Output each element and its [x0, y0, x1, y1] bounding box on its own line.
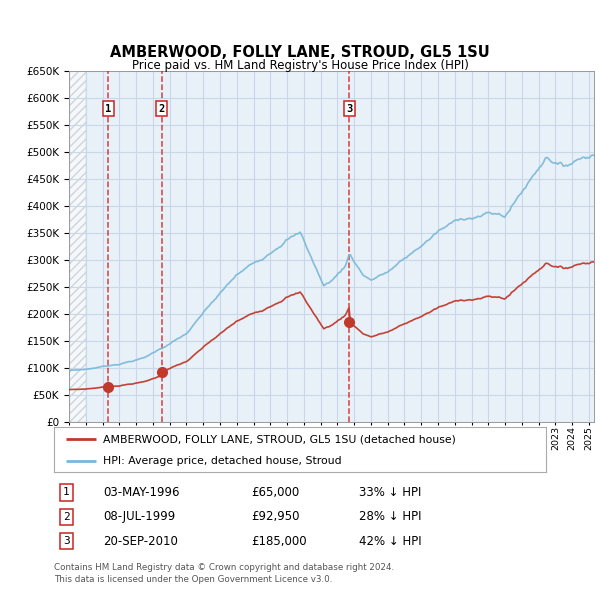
- Text: 2: 2: [63, 512, 70, 522]
- Text: 1: 1: [63, 487, 70, 497]
- Text: £65,000: £65,000: [251, 486, 299, 499]
- Text: Contains HM Land Registry data © Crown copyright and database right 2024.: Contains HM Land Registry data © Crown c…: [54, 563, 394, 572]
- Text: AMBERWOOD, FOLLY LANE, STROUD, GL5 1SU (detached house): AMBERWOOD, FOLLY LANE, STROUD, GL5 1SU (…: [103, 434, 456, 444]
- Text: £185,000: £185,000: [251, 535, 307, 548]
- Text: 28% ↓ HPI: 28% ↓ HPI: [359, 510, 422, 523]
- Text: 42% ↓ HPI: 42% ↓ HPI: [359, 535, 422, 548]
- Text: 1: 1: [105, 104, 112, 114]
- Text: This data is licensed under the Open Government Licence v3.0.: This data is licensed under the Open Gov…: [54, 575, 332, 584]
- Text: AMBERWOOD, FOLLY LANE, STROUD, GL5 1SU: AMBERWOOD, FOLLY LANE, STROUD, GL5 1SU: [110, 45, 490, 60]
- Text: 20-SEP-2010: 20-SEP-2010: [103, 535, 178, 548]
- Text: 3: 3: [63, 536, 70, 546]
- Text: 3: 3: [346, 104, 353, 114]
- Text: 33% ↓ HPI: 33% ↓ HPI: [359, 486, 421, 499]
- Text: 03-MAY-1996: 03-MAY-1996: [103, 486, 180, 499]
- Text: 08-JUL-1999: 08-JUL-1999: [103, 510, 175, 523]
- Text: Price paid vs. HM Land Registry's House Price Index (HPI): Price paid vs. HM Land Registry's House …: [131, 59, 469, 72]
- Text: 2: 2: [158, 104, 165, 114]
- Bar: [69, 71, 86, 422]
- Text: £92,950: £92,950: [251, 510, 299, 523]
- Text: HPI: Average price, detached house, Stroud: HPI: Average price, detached house, Stro…: [103, 456, 342, 466]
